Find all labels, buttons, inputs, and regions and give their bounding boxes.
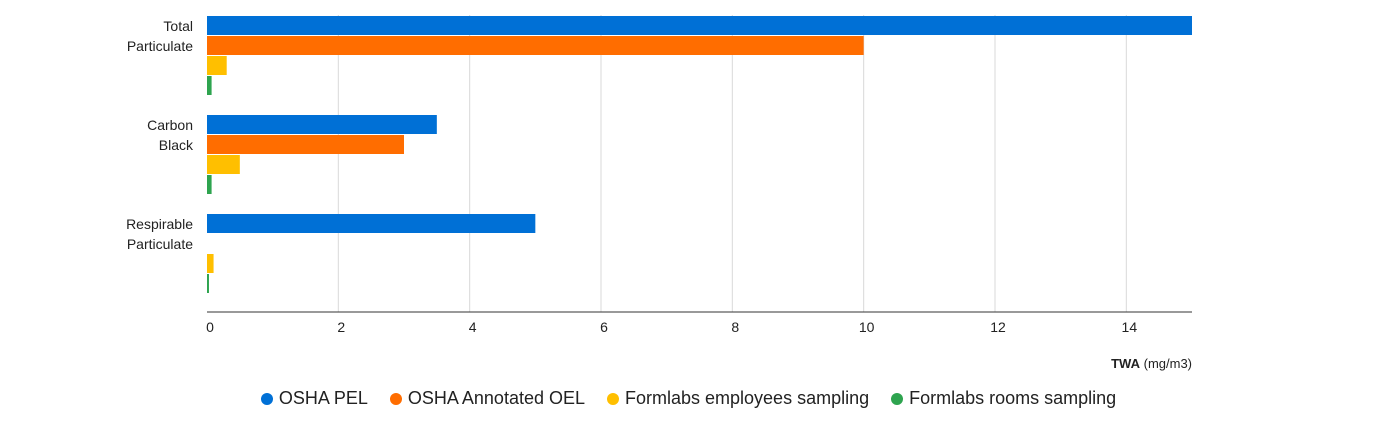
category-label-line: Total [163, 18, 193, 34]
bar [207, 135, 404, 154]
x-tick-label: 6 [600, 319, 608, 335]
x-axis-title: TWA (mg/m3) [1111, 356, 1192, 371]
category-label-line: Particulate [127, 236, 193, 252]
legend-label: OSHA Annotated OEL [407, 388, 585, 408]
category-label-line: Particulate [127, 38, 193, 54]
x-tick-label: 12 [990, 319, 1006, 335]
bar [207, 16, 1192, 35]
bar-chart: 0 2 4 6 8 10 12 14 Total Particulate Carbon Black R… [126, 15, 1192, 371]
bar [207, 175, 212, 194]
bar [207, 254, 214, 273]
category-label-line: Respirable [126, 216, 193, 232]
legend-dot-icon [389, 392, 402, 405]
category-label: Respirable Particulate [126, 216, 193, 252]
category-label-line: Carbon [147, 117, 193, 133]
x-axis-title-unit: (mg/m3) [1140, 356, 1192, 371]
category-label-line: Black [159, 137, 194, 153]
legend-item: Formlabs employees sampling [607, 388, 869, 409]
x-tick-label: 10 [859, 319, 875, 335]
x-axis-title-bold: TWA [1111, 356, 1140, 371]
legend-item: OSHA PEL [260, 388, 368, 409]
legend-dot-icon [260, 392, 273, 405]
category-label: Carbon Black [147, 117, 194, 153]
bar [207, 115, 437, 134]
bars [207, 16, 1192, 293]
x-tick-label: 14 [1122, 319, 1138, 335]
gridlines [337, 15, 1127, 312]
x-tick-label: 2 [337, 319, 345, 335]
x-tick-label: 8 [731, 319, 739, 335]
x-tick-label: 0 [206, 319, 214, 335]
x-tick-label: 4 [469, 319, 477, 335]
bar [207, 155, 240, 174]
legend-item: Formlabs rooms sampling [891, 388, 1116, 409]
legend-label: Formlabs employees sampling [625, 388, 870, 408]
bar [207, 274, 209, 293]
bar [207, 214, 536, 233]
legend-dot-icon [607, 392, 619, 405]
legend-dot-icon [891, 392, 904, 405]
bar [207, 76, 212, 95]
legend: OSHA PEL OSHA Annotated OEL Formlabs emplo… [0, 388, 1377, 409]
legend-label: Formlabs rooms sampling [909, 388, 1117, 408]
category-labels: Total Particulate Carbon Black Respirable Par… [126, 18, 194, 252]
legend-item: OSHA Annotated OEL [389, 388, 585, 409]
category-label: Total Particulate [127, 18, 193, 54]
bar [207, 36, 864, 55]
bar [207, 56, 227, 75]
legend-label: OSHA PEL [278, 388, 368, 408]
x-tick-labels: 0 2 4 6 8 10 12 14 [206, 319, 1137, 335]
